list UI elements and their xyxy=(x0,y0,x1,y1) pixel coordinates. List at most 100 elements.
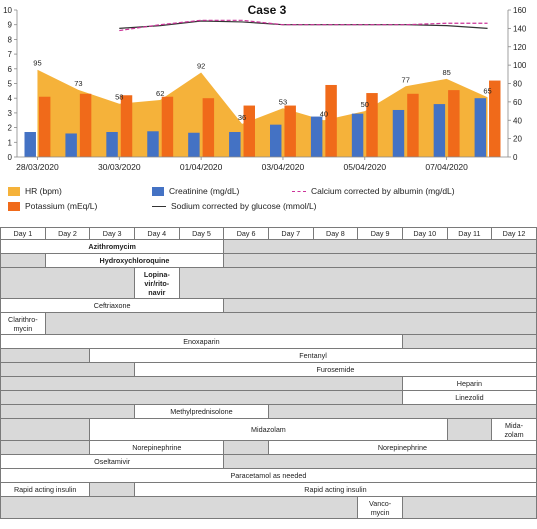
left-tick-label: 7 xyxy=(8,50,13,59)
right-tick-label: 40 xyxy=(513,116,522,125)
medication-period: Hydroxychloroquine xyxy=(44,253,225,268)
medication-row: Clarithro-mycin xyxy=(0,312,537,335)
legend-item-sodium: Sodium corrected by glucose (mmol/L) xyxy=(152,201,317,211)
legend-label-potassium: Potassium (mEq/L) xyxy=(25,201,98,211)
day-header: Day 9 xyxy=(357,227,403,240)
x-tick-label: 03/04/2020 xyxy=(262,162,305,172)
creatinine-bar xyxy=(65,133,77,157)
medication-period: Ceftriaxone xyxy=(0,298,225,313)
hr-data-label: 58 xyxy=(115,93,123,102)
inactive-period xyxy=(446,418,493,441)
medication-row: Azithromycim xyxy=(0,239,537,254)
legend-swatch-sodium xyxy=(152,205,166,207)
hr-data-label: 73 xyxy=(74,79,82,88)
medication-row: Fentanyl xyxy=(0,348,537,363)
medication-period: Vanco-mycin xyxy=(357,496,403,519)
calcium-line xyxy=(119,19,488,32)
creatinine-bar xyxy=(433,104,446,157)
inactive-period xyxy=(0,348,91,363)
right-tick-label: 80 xyxy=(513,80,522,89)
left-tick-label: 5 xyxy=(8,80,13,89)
medication-period: Norepinephrine xyxy=(267,440,537,455)
day-header: Day 8 xyxy=(312,227,359,240)
day-header: Day 12 xyxy=(491,227,537,240)
medication-row: Hydroxychloroquine xyxy=(0,253,537,268)
medication-period: Mida-zolam xyxy=(491,418,537,441)
left-tick-label: 6 xyxy=(8,65,13,74)
inactive-period xyxy=(401,496,537,519)
medication-row: Paracetamol as needed xyxy=(0,468,537,483)
day-header: Day 2 xyxy=(44,227,91,240)
medication-period: Heparin xyxy=(401,376,537,391)
hr-data-label: 95 xyxy=(33,59,41,68)
medication-period: Rapid acting insulin xyxy=(133,482,537,497)
potassium-bar xyxy=(202,98,215,157)
left-tick-label: 1 xyxy=(8,138,13,147)
inactive-period xyxy=(0,253,46,268)
day-header: Day 4 xyxy=(133,227,180,240)
right-tick-label: 100 xyxy=(513,61,527,70)
medication-row: Methylprednisolone xyxy=(0,404,537,419)
left-tick-label: 4 xyxy=(8,94,13,103)
timeline-header-row: Day 1 Day 2 Day 3 Day 4 Day 5 Day 6 Day 7 Day 8… xyxy=(0,227,537,240)
creatinine-bar xyxy=(351,113,364,157)
inactive-period xyxy=(0,418,91,441)
hr-data-label: 40 xyxy=(320,109,328,118)
chart: Case 3 95 73 58 62 92 36 53 40 50 77 85 65 0 1 2 3 4 5 6 7 8… xyxy=(3,3,527,172)
right-tick-label: 60 xyxy=(513,98,522,107)
creatinine-bar xyxy=(188,132,200,157)
legend-item-potassium: Potassium (mEq/L) xyxy=(8,201,97,211)
legend-item-creatinine: Creatinine (mg/dL) xyxy=(152,186,239,196)
x-tick-label: 30/03/2020 xyxy=(98,162,141,172)
potassium-bar xyxy=(284,105,296,157)
medication-row: Lopina-vir/rito-navir xyxy=(0,267,537,299)
legend-label-hr: HR (bpm) xyxy=(25,186,62,196)
hr-data-label: 77 xyxy=(402,75,410,84)
hr-data-label: 92 xyxy=(197,61,205,70)
inactive-period xyxy=(223,253,537,268)
left-tick-label: 3 xyxy=(8,109,13,118)
legend-label-calcium: Calcium corrected by albumin (mg/dL) xyxy=(311,186,455,196)
left-tick-label: 10 xyxy=(3,6,12,15)
x-tick-label: 07/04/2020 xyxy=(425,162,468,172)
medication-row: Furosemide xyxy=(0,362,537,377)
medication-row: Midazolam Mida-zolam xyxy=(0,418,537,441)
left-tick-label: 8 xyxy=(8,35,13,44)
hr-data-label: 85 xyxy=(442,68,450,77)
right-tick-label: 0 xyxy=(513,153,518,162)
inactive-period xyxy=(178,267,537,299)
medication-row: Enoxaparin xyxy=(0,334,537,349)
hr-data-label: 62 xyxy=(156,89,164,98)
creatinine-bar xyxy=(229,132,241,157)
medication-period: Norepinephrine xyxy=(89,440,225,455)
hr-data-label: 53 xyxy=(279,97,287,106)
creatinine-bar xyxy=(474,98,487,157)
medication-timeline: Day 1 Day 2 Day 3 Day 4 Day 5 Day 6 Day 7 Day 8… xyxy=(0,227,537,519)
chart-title: Case 3 xyxy=(248,3,287,17)
inactive-period xyxy=(0,376,403,391)
day-header: Day 6 xyxy=(223,227,269,240)
sodium-line xyxy=(119,20,488,29)
legend-swatch-hr xyxy=(8,186,20,196)
legend-label-creatinine: Creatinine (mg/dL) xyxy=(169,186,240,196)
day-header: Day 10 xyxy=(401,227,448,240)
right-tick-label: 120 xyxy=(513,43,527,52)
legend-label-sodium: Sodium corrected by glucose (mmol/L) xyxy=(171,201,317,211)
medication-period: Midazolam xyxy=(89,418,448,441)
inactive-period xyxy=(0,390,403,405)
chart-legend: HR (bpm) Creatinine (mg/dL) Calcium corr… xyxy=(0,182,537,222)
potassium-bar xyxy=(366,93,378,157)
right-tick-label: 160 xyxy=(513,6,527,15)
creatinine-bar xyxy=(310,116,323,157)
medication-period: Linezolid xyxy=(401,390,537,405)
hr-data-label: 65 xyxy=(483,86,491,95)
medication-period: Enoxaparin xyxy=(0,334,403,349)
hr-data-label: 50 xyxy=(361,100,369,109)
medication-period: Fentanyl xyxy=(89,348,537,363)
inactive-period xyxy=(401,334,537,349)
x-tick-label: 05/04/2020 xyxy=(344,162,387,172)
inactive-period xyxy=(0,362,135,377)
potassium-bar xyxy=(489,80,501,157)
creatinine-bar xyxy=(270,124,282,157)
